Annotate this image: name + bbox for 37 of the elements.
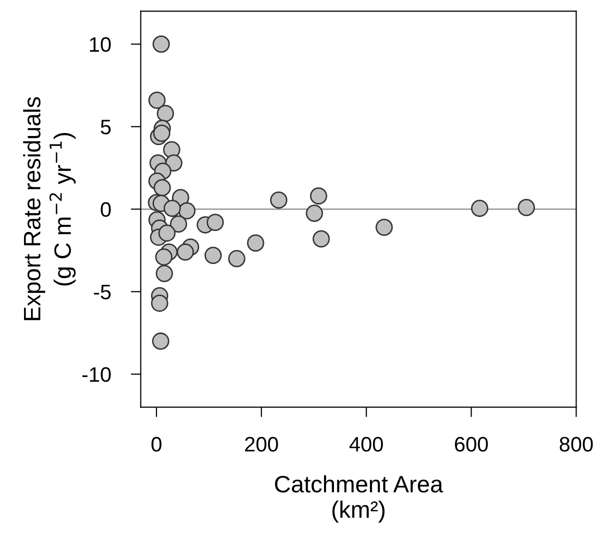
y-tick-label: -5 <box>94 284 111 300</box>
point <box>518 198 535 216</box>
point <box>471 200 488 217</box>
point <box>148 92 166 109</box>
point <box>228 250 246 268</box>
point <box>176 243 194 261</box>
point <box>158 224 176 242</box>
x-tick-label: 800 <box>560 436 593 452</box>
x-tick-label: 200 <box>245 436 278 452</box>
y-tick-label: -10 <box>82 367 111 382</box>
y-axis-title: Export Rate residuals (g C m$^{−2}$ yr$^{−1}$) <box>23 97 76 320</box>
point <box>170 215 188 233</box>
y-tick-label: 0 <box>100 202 111 217</box>
point <box>306 204 324 222</box>
y-tick-label: 5 <box>100 120 111 134</box>
x-tick-label: 600 <box>454 436 488 452</box>
point <box>155 248 172 266</box>
point <box>152 332 170 350</box>
point <box>154 179 171 196</box>
point <box>376 218 393 236</box>
x-tick-label: 0 <box>151 436 162 452</box>
point <box>204 246 222 264</box>
point <box>156 264 173 282</box>
point <box>310 187 328 205</box>
point <box>156 104 174 122</box>
point <box>153 124 170 142</box>
point <box>152 36 170 53</box>
x-tick-label: 400 <box>349 436 383 452</box>
point <box>247 234 264 252</box>
y-tick-label: 10 <box>90 37 111 52</box>
point <box>270 191 288 209</box>
point <box>206 214 224 231</box>
x-axis-title: Catchment Area (km²) <box>275 475 444 523</box>
point <box>178 202 196 220</box>
point <box>164 200 181 217</box>
point <box>151 294 168 312</box>
point <box>312 230 330 248</box>
